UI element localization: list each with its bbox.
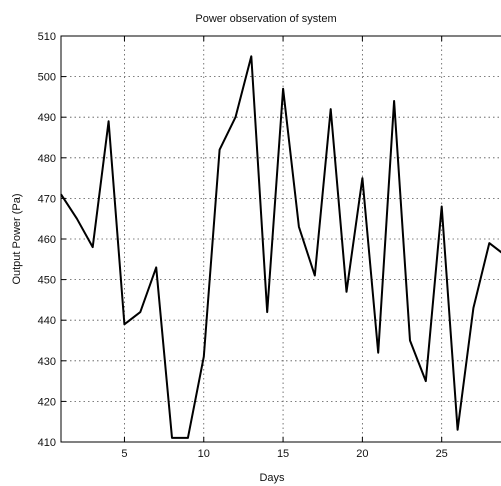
x-tick-label: 15 [277, 448, 289, 460]
y-tick-label: 410 [38, 437, 56, 449]
y-tick-label: 510 [38, 31, 56, 43]
x-tick-label: 10 [198, 448, 210, 460]
y-tick-label: 430 [38, 356, 56, 368]
x-tick-label: 20 [356, 448, 368, 460]
y-tick-label: 440 [38, 315, 56, 327]
y-axis-label: Output Power (Pa) [11, 193, 23, 284]
y-tick-label: 480 [38, 153, 56, 165]
y-tick-label: 470 [38, 193, 56, 205]
y-tick-label: 460 [38, 234, 56, 246]
x-axis-label: Days [259, 472, 285, 484]
y-tick-label: 490 [38, 112, 56, 124]
y-tick-label: 500 [38, 72, 56, 84]
series-line [61, 56, 501, 438]
y-axis: 410 420 430 440 450 460 470 480 490 500 510 [38, 31, 66, 449]
chart-title: Power observation of system [195, 13, 336, 25]
grid-lines [61, 36, 501, 442]
x-tick-label: 5 [121, 448, 127, 460]
x-tick-label: 25 [436, 448, 448, 460]
y-tick-label: 420 [38, 396, 56, 408]
y-tick-label: 450 [38, 275, 56, 287]
series-layer [61, 56, 501, 438]
